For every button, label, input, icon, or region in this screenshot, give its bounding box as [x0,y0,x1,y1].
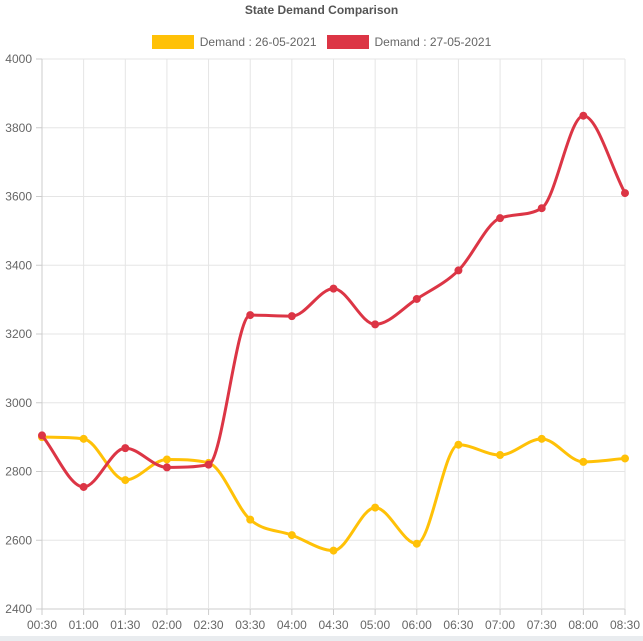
series-2-point [329,284,338,293]
series-2-point [246,311,255,320]
series-1-point [579,457,588,466]
series-1-point [287,531,296,540]
x-tick-label: 07:00 [485,618,515,632]
series-1-point [371,503,380,512]
x-tick-label: 00:30 [27,618,57,632]
y-tick-label: 4000 [5,52,32,66]
bottom-scroll-bar [0,636,643,641]
series-1-point [162,455,171,464]
series-2-point [496,214,505,223]
legend-label-series-2: Demand : 27-05-2021 [374,35,492,49]
series-2-point [162,463,171,472]
y-tick-label: 3400 [5,258,32,272]
y-tick-label: 2600 [5,533,32,547]
y-tick-label: 3000 [5,396,32,410]
chart-legend: Demand : 26-05-2021 Demand : 27-05-2021 [0,35,643,49]
series-1-point [496,451,505,459]
series-2-point [204,460,213,469]
series-line-1 [41,435,626,553]
x-tick-label: 04:00 [277,618,307,632]
series-2-point [79,482,88,491]
series-1-point [412,539,421,548]
series-1-point [454,440,463,449]
x-tick-label: 08:00 [568,618,598,632]
y-tick-label: 2400 [5,602,32,616]
x-tick-label: 05:00 [360,618,390,632]
x-tick-label: 01:00 [69,618,99,632]
legend-item-series-2[interactable]: Demand : 27-05-2021 [326,35,492,49]
x-tick-label: 02:30 [194,618,224,632]
x-tick-label: 02:00 [152,618,182,632]
series-2-point [412,294,421,303]
x-tick-label: 06:30 [443,618,473,632]
series-1-point [329,546,338,555]
y-tick-label: 3800 [5,121,32,135]
x-tick-label: 04:30 [318,618,348,632]
series-2-point [287,312,296,321]
y-tick-label: 2800 [5,465,32,479]
series-2-point [579,111,588,120]
legend-swatch-series-2 [326,35,369,49]
series-1-point [121,476,130,485]
series-1-point [537,434,546,443]
series-2-point [454,266,463,275]
series-1-point [79,434,88,443]
x-tick-label: 01:30 [110,618,140,632]
legend-item-series-1[interactable]: Demand : 26-05-2021 [151,35,317,49]
series-2-point [371,320,380,329]
x-tick-label: 07:30 [527,618,557,632]
chart-title: State Demand Comparison [244,3,399,17]
series-2-point [121,444,130,453]
x-tick-label: 06:00 [402,618,432,632]
series-2-point [537,204,546,213]
series-2-point [621,189,629,198]
x-tick-label: 08:30 [610,618,640,632]
legend-swatch-series-1 [151,35,194,49]
y-tick-label: 3200 [5,327,32,341]
series-1-point [246,515,255,524]
legend-label-series-1: Demand : 26-05-2021 [199,35,317,49]
y-tick-label: 3600 [5,190,32,204]
x-tick-label: 03:30 [235,618,265,632]
series-2-point [38,431,46,440]
series-1-point [621,454,629,463]
